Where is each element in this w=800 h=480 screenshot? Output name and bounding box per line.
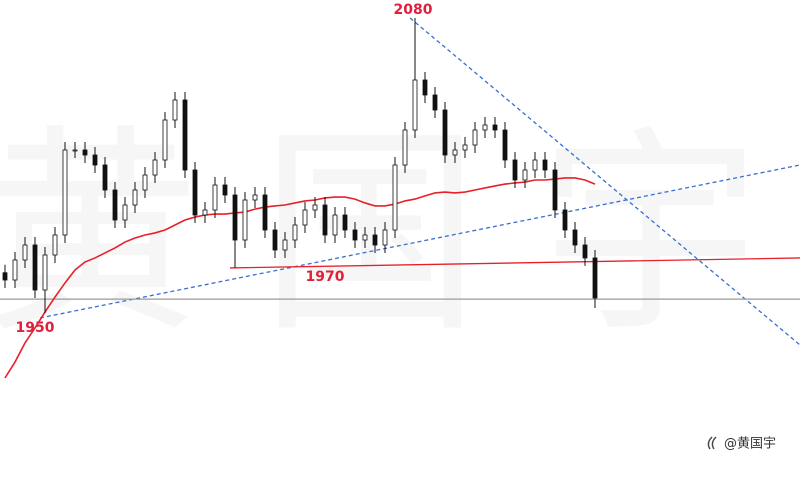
- candle-body: [162, 119, 168, 161]
- candle-body: [52, 234, 58, 256]
- trend-line: [409, 17, 800, 346]
- candle-body: [312, 204, 318, 211]
- candle-body: [42, 254, 48, 291]
- candle-body: [302, 209, 308, 226]
- candle-body: [122, 204, 128, 221]
- candle-body: [112, 189, 118, 221]
- credit: @黄国宇: [707, 436, 776, 452]
- candle-body: [232, 194, 238, 241]
- candle-body: [482, 124, 488, 131]
- candle-body: [262, 194, 268, 231]
- candle-body: [392, 164, 398, 231]
- credit-text: @黄国宇: [724, 437, 776, 452]
- candle-body: [272, 229, 278, 251]
- watermark: 黄国宇: [0, 106, 800, 362]
- candle-body: [142, 174, 148, 191]
- candle-body: [402, 129, 408, 166]
- credit-icon: [707, 436, 717, 450]
- candle-body: [172, 99, 178, 121]
- candle-body: [512, 159, 518, 181]
- candle-body: [412, 79, 418, 131]
- candle-body: [182, 99, 188, 171]
- candle-body: [362, 234, 368, 241]
- candle-body: [132, 189, 138, 206]
- candle-body: [22, 244, 28, 261]
- candle-body: [582, 244, 588, 259]
- candle-body: [522, 169, 528, 181]
- candle-body: [422, 79, 428, 96]
- candle-body: [572, 229, 578, 246]
- candle-body: [202, 209, 208, 216]
- candle-body: [282, 239, 288, 251]
- candle-body: [352, 229, 358, 241]
- price-annotation: 2080: [394, 2, 433, 18]
- candle-body: [82, 149, 88, 156]
- trend-line: [229, 257, 800, 269]
- candle-body: [322, 204, 328, 236]
- candle-body: [502, 129, 508, 161]
- candle-body: [532, 159, 538, 171]
- candle-body: [252, 194, 258, 201]
- candle-body: [332, 214, 338, 236]
- candle-body: [212, 184, 218, 211]
- candle-body: [12, 259, 18, 281]
- candle-body: [92, 154, 98, 166]
- candle-body: [72, 149, 78, 152]
- price-annotation: 1950: [16, 320, 55, 336]
- candle-body: [62, 149, 68, 236]
- candle-body: [442, 109, 448, 156]
- candle-body: [242, 199, 248, 241]
- price-annotation: 1970: [306, 269, 345, 285]
- candle-body: [592, 257, 598, 299]
- candle-body: [472, 129, 478, 146]
- candle-body: [32, 244, 38, 291]
- candle-body: [372, 234, 378, 246]
- candle-body: [562, 209, 568, 231]
- candle-body: [452, 149, 458, 156]
- trend-line: [39, 164, 800, 319]
- candle-body: [492, 124, 498, 131]
- candle-body: [342, 214, 348, 231]
- candle-body: [292, 224, 298, 241]
- candle-body: [192, 169, 198, 216]
- candle-body: [552, 169, 558, 211]
- candle-body: [462, 144, 468, 151]
- candle-body: [102, 164, 108, 191]
- candle-body: [382, 229, 388, 246]
- candle-body: [432, 94, 438, 111]
- candle-body: [152, 159, 158, 176]
- candle-body: [542, 159, 548, 171]
- moving-average: [4, 177, 596, 379]
- candle-body: [222, 184, 228, 196]
- candle-body: [2, 272, 8, 281]
